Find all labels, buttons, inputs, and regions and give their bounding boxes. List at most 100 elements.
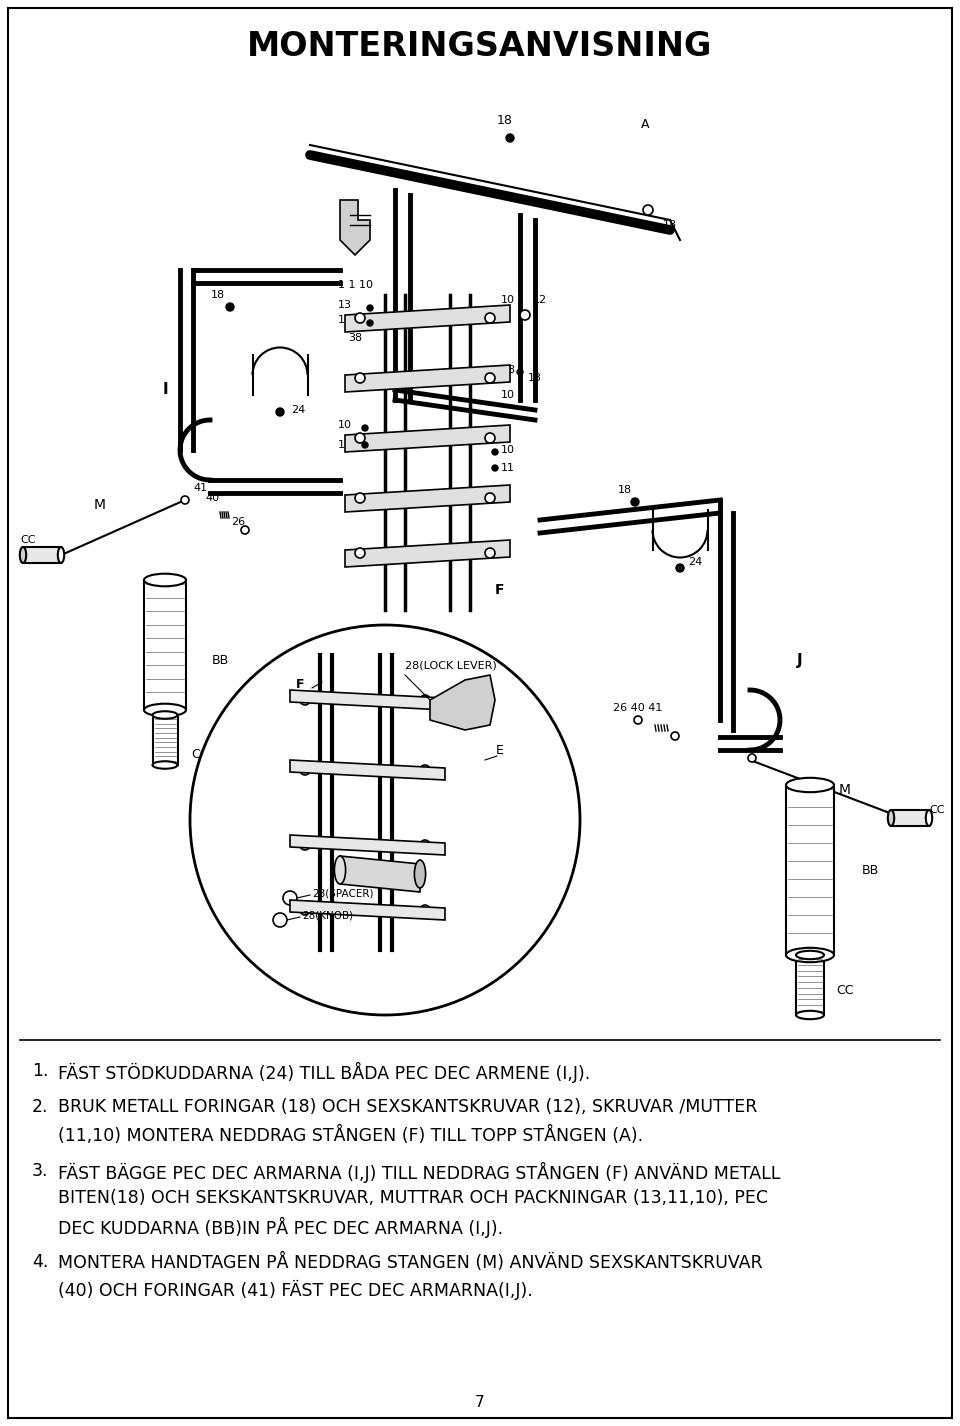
Ellipse shape	[153, 761, 178, 769]
Bar	[891, 810, 929, 826]
Text: 10: 10	[338, 315, 352, 325]
Text: 13: 13	[338, 299, 352, 309]
Text: FÄST STÖDKUDDARNA (24) TILL BÅDA PEC DEC ARMENE (I,J).: FÄST STÖDKUDDARNA (24) TILL BÅDA PEC DEC…	[58, 1062, 590, 1084]
Text: BB: BB	[861, 864, 878, 877]
Circle shape	[676, 565, 684, 572]
Text: 26: 26	[231, 518, 245, 528]
Circle shape	[355, 493, 365, 503]
Circle shape	[492, 449, 498, 455]
Text: CC: CC	[20, 535, 36, 545]
Ellipse shape	[925, 810, 932, 826]
Ellipse shape	[334, 856, 346, 884]
Polygon shape	[340, 856, 420, 893]
Text: 1 1 10: 1 1 10	[338, 279, 372, 289]
Text: A: A	[640, 118, 649, 131]
Ellipse shape	[796, 1011, 824, 1020]
Text: BITEN(18) OCH SEKSKANTSKRUVAR, MUTTRAR OCH PACKNINGAR (13,11,10), PEC: BITEN(18) OCH SEKSKANTSKRUVAR, MUTTRAR O…	[58, 1189, 768, 1208]
Polygon shape	[290, 836, 445, 856]
Text: 28(SPACER): 28(SPACER)	[312, 888, 373, 898]
Text: 11: 11	[338, 441, 352, 451]
Ellipse shape	[144, 703, 186, 716]
Ellipse shape	[58, 548, 64, 563]
Ellipse shape	[153, 712, 178, 719]
Text: DEC KUDDARNA (BB)IN PÅ PEC DEC ARMARNA (I,J).: DEC KUDDARNA (BB)IN PÅ PEC DEC ARMARNA (…	[58, 1216, 503, 1238]
Circle shape	[506, 134, 514, 143]
Circle shape	[420, 906, 430, 915]
Text: 41: 41	[193, 483, 207, 493]
Bar	[153, 714, 178, 764]
Text: E: E	[496, 743, 504, 757]
Circle shape	[492, 465, 498, 471]
Text: 28(KNOB): 28(KNOB)	[302, 911, 353, 921]
Circle shape	[671, 732, 679, 740]
Circle shape	[420, 840, 430, 850]
Text: F: F	[495, 583, 505, 597]
Circle shape	[273, 913, 287, 927]
Text: CC: CC	[191, 749, 208, 761]
Text: MONTERINGSANVISNING: MONTERINGSANVISNING	[248, 30, 712, 63]
Circle shape	[362, 442, 368, 448]
Circle shape	[190, 625, 580, 1015]
Text: 18: 18	[211, 289, 225, 299]
Polygon shape	[340, 200, 370, 255]
Circle shape	[362, 425, 368, 431]
Text: 28(LOCK LEVER): 28(LOCK LEVER)	[405, 660, 496, 670]
Text: CC: CC	[929, 806, 945, 816]
Text: 10: 10	[338, 421, 352, 431]
Ellipse shape	[415, 860, 425, 888]
Bar	[144, 580, 186, 710]
Circle shape	[276, 408, 284, 416]
Circle shape	[517, 369, 523, 375]
Ellipse shape	[786, 777, 834, 793]
Text: 1.: 1.	[32, 1062, 49, 1079]
Bar	[796, 955, 824, 1015]
Text: 40: 40	[206, 493, 220, 503]
Polygon shape	[345, 485, 510, 512]
Circle shape	[355, 312, 365, 324]
Text: 11: 11	[501, 463, 515, 473]
Circle shape	[485, 434, 495, 443]
Circle shape	[485, 312, 495, 324]
Circle shape	[355, 434, 365, 443]
Text: 10: 10	[501, 445, 515, 455]
Circle shape	[485, 493, 495, 503]
Text: 13: 13	[528, 374, 542, 384]
Text: MONTERA HANDTAGEN PÅ NEDDRAG STANGEN (M) ANVÄND SEXSKANTSKRUVAR: MONTERA HANDTAGEN PÅ NEDDRAG STANGEN (M)…	[58, 1253, 762, 1272]
Circle shape	[367, 305, 373, 311]
Text: 3.: 3.	[32, 1162, 49, 1179]
Text: M: M	[94, 498, 106, 512]
Circle shape	[748, 754, 756, 761]
Text: 7: 7	[475, 1395, 485, 1410]
Circle shape	[283, 891, 297, 906]
Circle shape	[420, 764, 430, 774]
Text: 12: 12	[533, 295, 547, 305]
Circle shape	[643, 205, 653, 215]
Circle shape	[367, 319, 373, 327]
Text: 4.: 4.	[32, 1253, 48, 1271]
Polygon shape	[430, 674, 495, 730]
Ellipse shape	[144, 573, 186, 586]
Circle shape	[420, 694, 430, 704]
Text: BRUK METALL FORINGAR (18) OCH SEXSKANTSKRUVAR (12), SKRUVAR /MUTTER: BRUK METALL FORINGAR (18) OCH SEXSKANTSK…	[58, 1098, 757, 1117]
Polygon shape	[345, 305, 510, 332]
Text: 24: 24	[688, 558, 702, 568]
Circle shape	[300, 906, 310, 915]
Circle shape	[300, 840, 310, 850]
Circle shape	[300, 764, 310, 774]
Bar	[786, 784, 834, 955]
Text: CC: CC	[836, 984, 853, 997]
Text: 10: 10	[501, 389, 515, 401]
Polygon shape	[345, 365, 510, 392]
Text: F: F	[296, 679, 304, 692]
Text: (11,10) MONTERA NEDDRAG STÅNGEN (F) TILL TOPP STÅNGEN (A).: (11,10) MONTERA NEDDRAG STÅNGEN (F) TILL…	[58, 1125, 643, 1145]
Text: M: M	[839, 783, 851, 797]
Text: 24: 24	[291, 405, 305, 415]
Circle shape	[300, 694, 310, 704]
Circle shape	[355, 374, 365, 384]
Circle shape	[485, 374, 495, 384]
Circle shape	[634, 716, 642, 724]
Ellipse shape	[888, 810, 894, 826]
Text: 18: 18	[497, 114, 513, 127]
Circle shape	[631, 498, 639, 506]
Text: 10: 10	[501, 295, 515, 305]
